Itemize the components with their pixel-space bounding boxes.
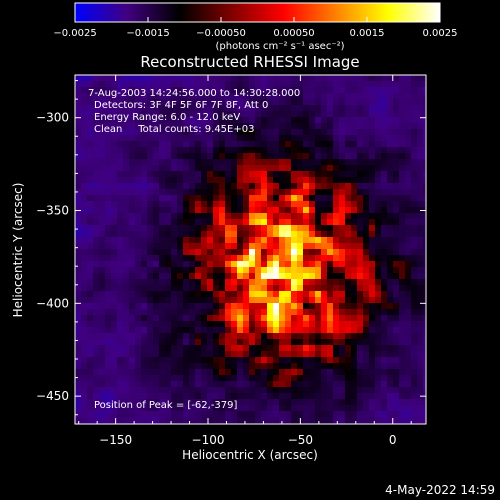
heatmap-image xyxy=(75,75,426,424)
y-tick-label: −400 xyxy=(36,296,69,310)
x-axis-label: Heliocentric X (arcsec) xyxy=(182,448,318,462)
annotation-peak-position: Position of Peak = [-62,-379] xyxy=(94,400,238,411)
chart-title: Reconstructed RHESSI Image xyxy=(140,53,359,71)
x-tick-label: −50 xyxy=(288,433,313,447)
x-tick-label: 0 xyxy=(389,433,397,447)
colorbar-tick-label: −0.0025 xyxy=(53,28,96,39)
annotation-clean-counts: Clean Total counts: 9.45E+03 xyxy=(94,124,254,135)
colorbar-tick-label: 0.0025 xyxy=(423,28,458,39)
y-axis-label: Heliocentric Y (arcsec) xyxy=(11,183,25,318)
y-tick-label: −300 xyxy=(36,111,69,125)
colorbar-ticks: −0.0025 −0.0015 −0.00050 0.00050 0.0015 0.002… xyxy=(53,17,458,39)
colorbar-tick-label: 0.00050 xyxy=(273,28,314,39)
x-tick-label: −150 xyxy=(99,433,132,447)
axes: −150 −100 −50 0 −300 −350 −400 −450 xyxy=(36,75,426,447)
colorbar-tick-label: −0.00050 xyxy=(196,28,246,39)
colorbar xyxy=(74,2,441,23)
y-tick-label: −450 xyxy=(36,389,69,403)
colorbar-tick-label: 0.0015 xyxy=(350,28,385,39)
annotation-time-range: 7-Aug-2003 14:24:56.000 to 14:30:28.000 xyxy=(88,88,300,99)
footer-date: 4-May-2022 14:59 xyxy=(385,483,495,497)
y-tick-label: −350 xyxy=(36,204,69,218)
colorbar-unit-label: (photons cm⁻² s⁻¹ asec⁻²) xyxy=(215,41,344,52)
annotation-detectors: Detectors: 3F 4F 5F 6F 7F 8F, Att 0 xyxy=(94,100,268,111)
plot-frame xyxy=(74,74,427,425)
colorbar-tick-label: −0.0015 xyxy=(126,28,169,39)
x-tick-label: −100 xyxy=(192,433,225,447)
annotation-energy-range: Energy Range: 6.0 - 12.0 keV xyxy=(94,112,240,123)
